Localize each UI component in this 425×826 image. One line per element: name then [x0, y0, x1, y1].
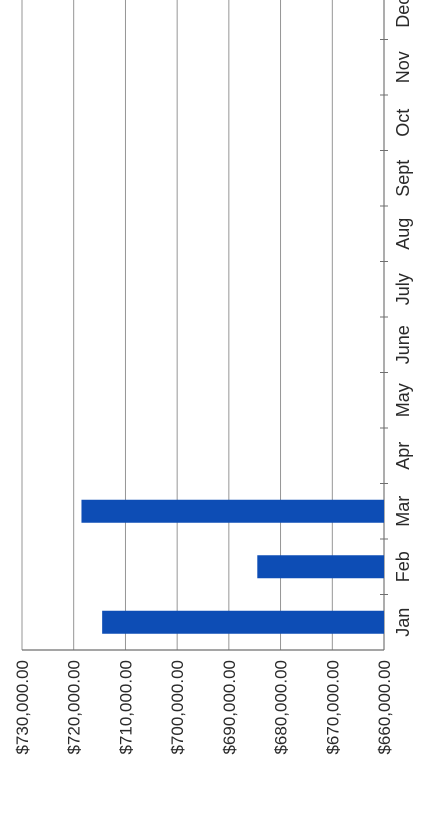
value-tick-label: $690,000.00 — [220, 660, 239, 755]
bar — [257, 555, 384, 579]
value-tick-label: $660,000.00 — [375, 660, 394, 755]
value-tick-label: $730,000.00 — [13, 660, 32, 755]
category-label: Mar — [393, 496, 413, 527]
value-tick-label: $720,000.00 — [65, 660, 84, 755]
category-label: Feb — [393, 551, 413, 582]
value-tick-label: $710,000.00 — [116, 660, 135, 755]
bar — [81, 499, 384, 523]
category-label: Dec — [393, 0, 413, 28]
category-label: Apr — [393, 442, 413, 470]
category-label: Aug — [393, 218, 413, 250]
category-label: Sept — [393, 160, 413, 197]
category-label: July — [393, 273, 413, 305]
category-label: May — [393, 383, 413, 417]
value-tick-label: $700,000.00 — [168, 660, 187, 755]
bar — [102, 610, 385, 634]
value-tick-label: $670,000.00 — [323, 660, 342, 755]
category-label: Jan — [393, 608, 413, 637]
value-tick-label: $680,000.00 — [272, 660, 291, 755]
category-label: June — [393, 325, 413, 364]
category-label: Nov — [393, 51, 413, 83]
category-label: Oct — [393, 109, 413, 137]
